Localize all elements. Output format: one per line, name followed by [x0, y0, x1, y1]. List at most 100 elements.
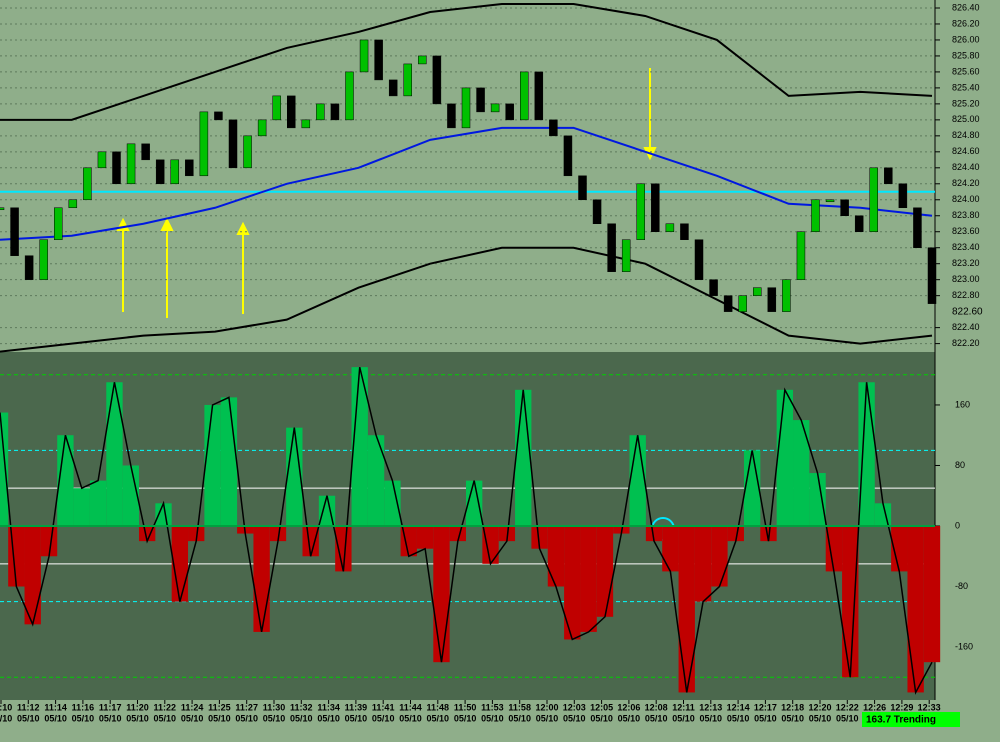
histogram-bar — [596, 526, 614, 617]
histogram-bar — [416, 526, 434, 549]
histogram-bar — [776, 389, 794, 526]
candle — [126, 143, 136, 185]
candle — [563, 135, 573, 177]
x-tick-label: 12:03 — [563, 702, 586, 712]
candle — [170, 159, 179, 185]
histogram-bar — [155, 503, 172, 526]
x-tick-label: 11:50 — [454, 702, 477, 712]
candle — [272, 95, 281, 121]
candle — [651, 183, 660, 232]
candle — [738, 295, 747, 312]
histogram-bar — [89, 480, 107, 526]
x-tick-label: 11:27 — [235, 702, 258, 712]
histogram-bar — [318, 495, 336, 526]
histogram-bar — [727, 526, 744, 542]
x-tick-label: 11:10 — [0, 702, 12, 712]
x-tick-label: 11:32 — [290, 702, 313, 712]
histogram-bar — [449, 526, 466, 542]
candle — [185, 159, 194, 177]
candle — [403, 63, 412, 97]
histogram-bar — [400, 526, 417, 557]
y-tick-label: 823.80 — [952, 210, 980, 220]
x-date-label: 05/10 — [126, 713, 149, 723]
candle — [112, 151, 121, 185]
candle — [68, 199, 78, 209]
candle — [723, 295, 733, 312]
candle — [155, 159, 165, 185]
candle — [97, 151, 107, 169]
histogram-bar — [466, 480, 483, 526]
y-tick-label: 822.20 — [952, 338, 980, 348]
last-price-box — [950, 305, 984, 318]
histogram-bar — [711, 526, 728, 587]
x-date-label: 05/10 — [154, 713, 177, 723]
histogram-bar — [743, 450, 761, 526]
histogram-bar — [907, 526, 924, 693]
x-date-label: 05/10 — [181, 713, 204, 723]
candle — [24, 255, 34, 280]
x-tick-label: 11:48 — [427, 702, 450, 712]
x-date-label: 05/10 — [17, 713, 40, 723]
candle — [141, 143, 150, 161]
x-date-label: 05/10 — [44, 713, 67, 723]
candle — [505, 103, 514, 121]
oscillator-line — [0, 366, 933, 695]
x-tick-label: 11:20 — [126, 702, 149, 712]
x-tick-label: 12:17 — [754, 702, 777, 712]
candle — [490, 103, 500, 113]
histogram-bar — [580, 526, 597, 632]
x-tick-label: 11:22 — [154, 702, 177, 712]
candle — [898, 183, 908, 209]
y-tick-label: 826.00 — [952, 34, 980, 44]
candle — [709, 279, 718, 296]
candle — [854, 215, 864, 232]
x-tick-label: 12:22 — [836, 702, 859, 712]
status-label: 163.7 Trending — [866, 715, 936, 726]
candle — [39, 239, 48, 280]
x-tick-label: 11:12 — [17, 702, 40, 712]
histogram-bar — [793, 420, 810, 526]
histogram-bar — [367, 435, 385, 526]
x-date-label: 05/10 — [345, 713, 368, 723]
candle — [316, 103, 325, 121]
y-tick-label: 823.40 — [952, 242, 980, 252]
candle — [287, 95, 296, 129]
x-tick-label: 12:20 — [808, 702, 831, 712]
x-date-label: 05/10 — [672, 713, 695, 723]
y-tick-label: 160 — [955, 399, 970, 409]
candle — [578, 175, 587, 201]
x-tick-label: 11:44 — [399, 702, 422, 712]
x-date-label: 05/10 — [235, 713, 258, 723]
x-date-label: 05/10 — [781, 713, 804, 723]
x-tick-label: 11:53 — [481, 702, 504, 712]
y-tick-label: 824.40 — [952, 162, 980, 172]
candle — [301, 119, 311, 129]
histogram-bar — [40, 526, 58, 557]
x-date-label: 05/10 — [208, 713, 231, 723]
y-tick-label: 826.40 — [952, 2, 980, 12]
line-series — [0, 246, 933, 353]
histogram-bar — [171, 526, 189, 602]
x-date-label: 05/10 — [836, 713, 859, 723]
candle — [214, 111, 223, 121]
x-date-label: 05/10 — [454, 713, 477, 723]
candle — [461, 87, 471, 129]
histogram-bar — [694, 526, 712, 602]
line-series — [0, 2, 933, 121]
histogram-bar — [662, 526, 679, 572]
histogram-bar — [874, 503, 892, 526]
y-tick-label: 825.40 — [952, 82, 980, 92]
arrows — [116, 68, 657, 318]
y-tick-label: 824.20 — [952, 178, 980, 188]
y-tick-label: 826.20 — [952, 18, 980, 28]
y-tick-label: -80 — [955, 581, 968, 591]
x-tick-label: 12:14 — [727, 702, 750, 712]
histogram-bar — [24, 526, 41, 625]
candle — [83, 167, 92, 201]
histogram-bar — [351, 367, 368, 526]
x-tick-label: 12:18 — [781, 702, 804, 712]
histogram-bar — [858, 382, 875, 526]
histogram-bar — [335, 526, 352, 572]
x-tick-label: 12:08 — [645, 702, 668, 712]
